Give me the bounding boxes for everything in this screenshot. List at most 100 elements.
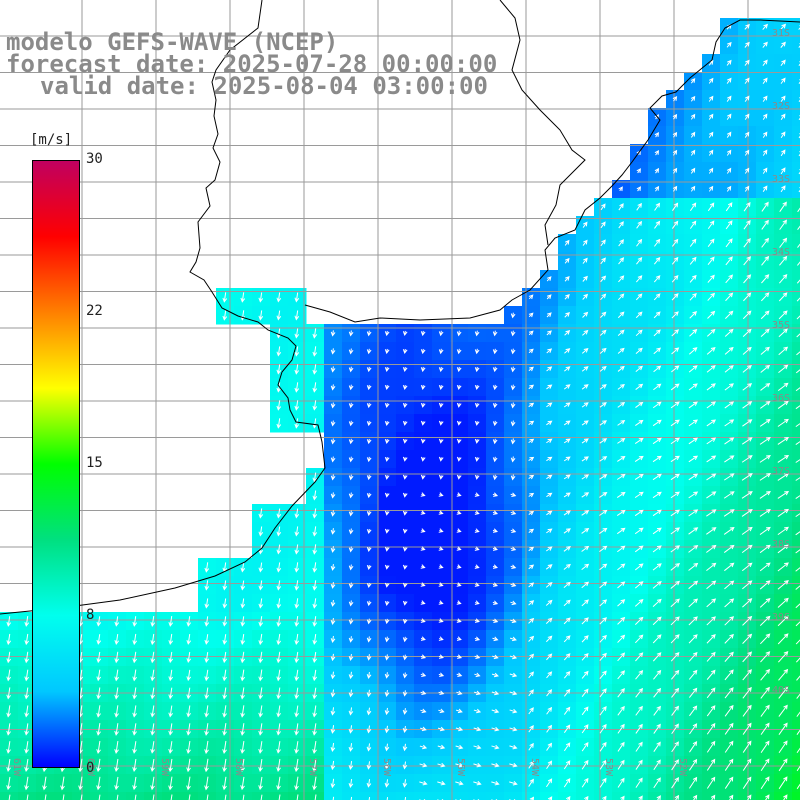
wind-arrow	[618, 221, 624, 229]
wind-arrow	[348, 564, 354, 571]
wind-arrow	[600, 239, 606, 247]
wind-arrow	[492, 474, 498, 481]
wind-arrow	[706, 328, 716, 337]
wind-arrow	[741, 473, 753, 481]
wind-arrow	[762, 131, 768, 138]
wind-arrow	[545, 635, 553, 643]
wind-arrow	[240, 598, 246, 609]
wind-arrow	[759, 580, 771, 590]
wind-arrow	[330, 653, 336, 662]
wind-arrow	[366, 366, 372, 373]
wind-arrow	[616, 491, 626, 498]
wind-arrow	[777, 633, 789, 645]
wind-arrow	[492, 654, 499, 660]
wind-arrow	[402, 618, 408, 625]
wind-arrow	[546, 671, 553, 679]
wind-arrow	[689, 274, 697, 283]
wind-arrow	[348, 474, 354, 481]
wind-arrow	[564, 366, 571, 372]
wind-arrow	[438, 672, 445, 677]
wind-arrow	[6, 776, 11, 791]
wind-arrow	[617, 563, 626, 571]
wind-arrow	[742, 758, 752, 771]
wind-arrow	[546, 760, 553, 770]
wind-arrow	[636, 186, 641, 192]
wind-arrow	[240, 723, 245, 736]
wind-arrow	[744, 23, 750, 30]
wind-arrow	[759, 508, 771, 517]
wind-arrow	[384, 761, 390, 770]
wind-arrow	[634, 491, 644, 499]
wind-arrow	[314, 794, 317, 800]
wind-arrow	[762, 149, 768, 156]
wind-arrow	[762, 113, 768, 120]
wind-arrow	[294, 580, 300, 591]
wind-arrow	[546, 330, 552, 336]
wind-arrow	[456, 708, 463, 714]
wind-arrow	[670, 563, 681, 571]
wind-arrow	[618, 186, 623, 192]
wind-arrow	[240, 741, 245, 754]
wind-arrow	[671, 275, 679, 283]
wind-arrow	[528, 510, 535, 516]
wind-arrow	[312, 508, 318, 519]
wind-arrow	[402, 636, 408, 643]
wind-arrow	[402, 708, 408, 715]
wind-arrow	[617, 455, 626, 462]
wind-arrow	[168, 669, 174, 682]
wind-arrow	[170, 794, 173, 800]
speed-cell	[792, 342, 800, 361]
wind-arrow	[204, 669, 210, 682]
wind-arrow	[742, 419, 753, 427]
speed-cell	[792, 666, 800, 685]
wind-arrow	[634, 581, 644, 589]
wind-arrow	[437, 726, 445, 732]
wind-arrow	[780, 77, 786, 84]
wind-arrow	[384, 672, 390, 679]
wind-arrow	[474, 456, 480, 462]
wind-arrow	[168, 723, 173, 736]
wind-arrow	[492, 582, 499, 587]
speed-cell	[792, 216, 800, 235]
wind-arrow	[384, 348, 390, 355]
wind-arrow	[796, 765, 800, 772]
wind-arrow	[456, 402, 462, 408]
wind-arrow	[114, 705, 119, 718]
wind-arrow	[366, 636, 372, 643]
wind-arrow	[689, 705, 698, 717]
wind-arrow	[724, 419, 735, 427]
wind-arrow	[437, 780, 446, 786]
wind-arrow	[795, 657, 800, 663]
wind-arrow	[438, 636, 444, 641]
wind-arrow	[366, 654, 372, 661]
wind-arrow	[24, 776, 29, 791]
wind-arrow	[635, 365, 643, 372]
wind-arrow	[510, 546, 517, 551]
wind-arrow	[688, 455, 699, 463]
wind-arrow	[528, 760, 534, 769]
wind-arrow	[617, 688, 625, 698]
wind-arrow	[402, 438, 408, 444]
speed-cell	[792, 504, 800, 523]
wind-arrow	[330, 564, 336, 571]
speed-cell	[792, 90, 800, 109]
speed-cell	[792, 414, 800, 433]
wind-arrow	[294, 418, 300, 429]
wind-arrow	[724, 580, 735, 590]
wind-arrow	[491, 744, 500, 750]
wind-arrow	[509, 654, 518, 660]
wind-arrow	[617, 581, 626, 589]
wind-arrow	[742, 346, 752, 355]
wind-arrow	[724, 310, 734, 319]
wind-arrow	[581, 402, 589, 408]
wind-arrow	[796, 315, 800, 320]
wind-arrow	[654, 220, 661, 229]
speed-cell	[612, 792, 631, 800]
speed-cell	[792, 108, 800, 127]
speed-cell	[792, 252, 800, 271]
wind-arrow	[438, 366, 444, 373]
wind-arrow	[688, 383, 698, 391]
wind-arrow	[635, 311, 643, 319]
wind-arrow	[672, 167, 678, 174]
speed-cell	[792, 360, 800, 379]
